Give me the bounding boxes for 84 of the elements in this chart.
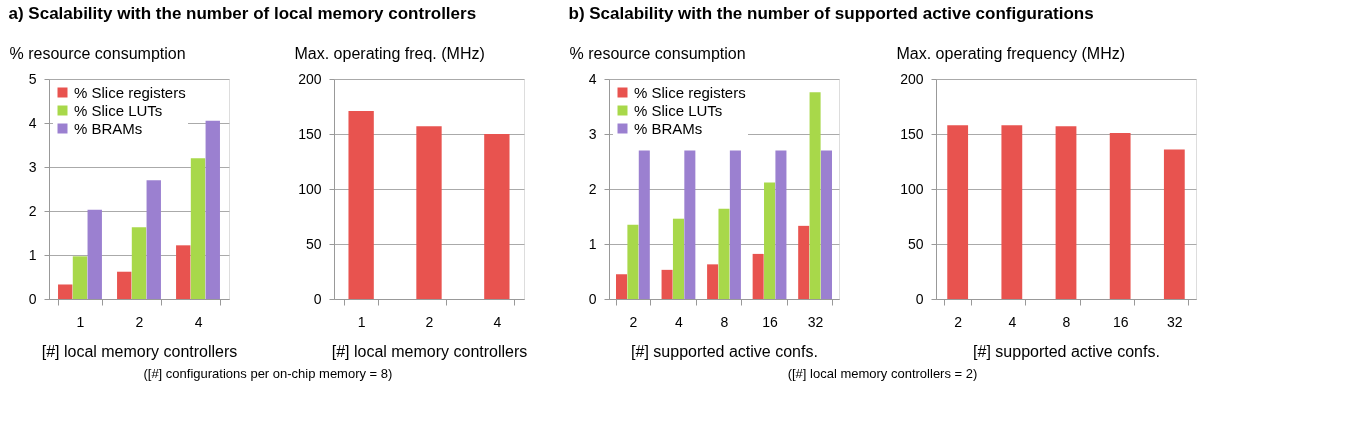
bar bbox=[205, 120, 220, 299]
bar bbox=[616, 274, 628, 299]
bar bbox=[1109, 132, 1131, 299]
x-tick-label: 16 bbox=[1112, 313, 1129, 330]
y-tick-label: 100 bbox=[900, 180, 924, 197]
x-axis-title: [#] supported active confs. bbox=[973, 342, 1160, 360]
y-tick-label: 3 bbox=[588, 125, 597, 142]
y-tick-label: 2 bbox=[588, 180, 597, 197]
y-axis-title: % resource consumption bbox=[9, 44, 186, 62]
x-tick-label: 4 bbox=[675, 313, 684, 330]
bar bbox=[775, 150, 787, 299]
bar bbox=[798, 225, 810, 299]
bar bbox=[672, 218, 684, 299]
bar bbox=[809, 92, 821, 299]
x-tick-label: 2 bbox=[135, 313, 144, 330]
x-tick-label: 4 bbox=[1008, 313, 1017, 330]
x-tick-label: 2 bbox=[629, 313, 638, 330]
x-tick-label: 32 bbox=[807, 313, 824, 330]
y-tick-label: 200 bbox=[298, 70, 322, 87]
y-tick-label: 100 bbox=[298, 180, 322, 197]
y-tick-label: 4 bbox=[588, 70, 597, 87]
bar bbox=[1163, 149, 1185, 299]
y-tick-label: 4 bbox=[28, 114, 37, 131]
bar bbox=[627, 224, 639, 299]
y-tick-label: 1 bbox=[28, 246, 37, 263]
y-tick-label: 0 bbox=[28, 290, 37, 307]
bar bbox=[729, 150, 741, 299]
legend-label: % Slice registers bbox=[74, 83, 186, 101]
bar bbox=[718, 208, 730, 299]
y-tick-label: 0 bbox=[313, 290, 322, 307]
bar bbox=[146, 180, 161, 299]
x-tick-label: 2 bbox=[954, 313, 963, 330]
y-tick-label: 150 bbox=[298, 125, 322, 142]
x-tick-label: 16 bbox=[762, 313, 779, 330]
bar bbox=[58, 284, 73, 299]
chart-title: a) Scalability with the number of local memory controllers bbox=[8, 3, 477, 23]
y-axis-title: % resource consumption bbox=[569, 44, 746, 62]
bar bbox=[820, 150, 832, 299]
y-tick-label: 0 bbox=[915, 290, 924, 307]
x-tick-label: 1 bbox=[357, 313, 366, 330]
legend-label: % BRAMs bbox=[634, 119, 703, 137]
chart-title: b) Scalability with the number of supported active configurations bbox=[568, 3, 1094, 23]
bar bbox=[661, 269, 673, 299]
x-axis-title: [#] local memory controllers bbox=[41, 342, 238, 360]
y-tick-label: 50 bbox=[305, 235, 322, 252]
bar bbox=[752, 253, 764, 299]
bar bbox=[947, 125, 969, 299]
x-tick-label: 2 bbox=[425, 313, 434, 330]
bar bbox=[1001, 125, 1023, 299]
y-axis-title: Max. operating freq. (MHz) bbox=[294, 44, 485, 62]
x-tick-label: 8 bbox=[1062, 313, 1071, 330]
bar bbox=[131, 227, 147, 299]
x-tick-label: 32 bbox=[1167, 313, 1183, 330]
y-tick-label: 0 bbox=[588, 290, 597, 307]
x-axis-title: [#] supported active confs. bbox=[631, 342, 818, 360]
x-tick-label: 4 bbox=[493, 313, 502, 330]
y-tick-label: 150 bbox=[900, 125, 924, 142]
legend-label: % Slice LUTs bbox=[74, 101, 163, 119]
y-tick-label: 1 bbox=[588, 235, 597, 252]
x-tick-label: 4 bbox=[194, 313, 203, 330]
y-tick-label: 5 bbox=[28, 70, 37, 87]
bar bbox=[117, 271, 132, 299]
bar bbox=[764, 182, 776, 299]
bar bbox=[638, 150, 650, 299]
bar bbox=[72, 256, 88, 299]
bar bbox=[176, 245, 191, 299]
x-tick-label: 8 bbox=[720, 313, 729, 330]
x-tick-label: 1 bbox=[76, 313, 85, 330]
bar bbox=[707, 264, 719, 299]
legend-label: % BRAMs bbox=[74, 119, 143, 137]
legend-label: % Slice LUTs bbox=[634, 101, 723, 119]
y-tick-label: 50 bbox=[907, 235, 924, 252]
bar bbox=[1055, 126, 1077, 299]
y-tick-label: 2 bbox=[28, 202, 37, 219]
bar bbox=[684, 150, 696, 299]
y-tick-label: 3 bbox=[28, 158, 37, 175]
x-axis-title: [#] local memory controllers bbox=[331, 342, 528, 360]
legend-label: % Slice registers bbox=[634, 83, 746, 101]
bar bbox=[87, 209, 102, 299]
text: ([#] configurations per on-chip memory = 8) bbox=[143, 365, 393, 381]
text: ([#] local memory controllers = 2) bbox=[787, 365, 978, 381]
bar bbox=[190, 158, 206, 299]
y-axis-title: Max. operating frequency (MHz) bbox=[896, 44, 1126, 62]
y-tick-label: 200 bbox=[900, 70, 924, 87]
